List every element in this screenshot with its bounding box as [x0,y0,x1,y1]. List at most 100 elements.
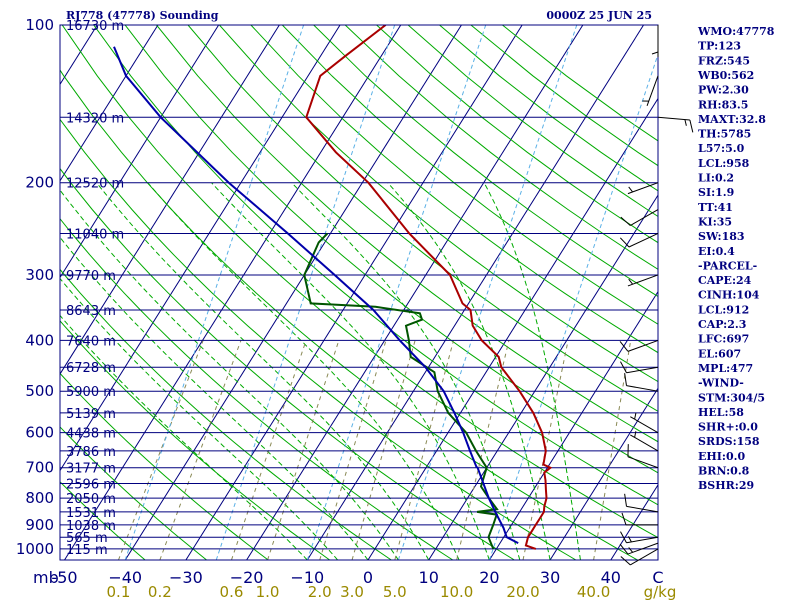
wind-barb-staff [646,75,659,107]
wet-bulb-line [397,25,578,560]
index-value: MPL:477 [698,362,753,375]
index-value: SHR+:0.0 [698,421,758,434]
temperature-tick-label: -50 [51,568,77,587]
dry-adiabat-line [187,25,658,412]
dry-adiabat-line [156,25,658,443]
wind-barb-half-flag [651,51,659,55]
wet-bulb-line [306,25,487,560]
moist-adiabat-line [483,182,581,560]
index-value: KI:35 [698,215,732,228]
isotherm-line [60,25,280,375]
dry-adiabat-line [60,372,269,560]
index-value: TH:5785 [698,128,751,141]
height-label: 7640 m [66,334,116,349]
dry-adiabat-line [61,25,658,539]
mixing-ratio-line [159,340,242,560]
height-label: 8643 m [66,304,116,319]
wind-barb [642,75,659,107]
moist-adiabat-line [211,182,490,560]
moist-adiabat-line [147,182,460,560]
height-label: 16730 m [66,19,124,34]
moist-adiabat-line [60,314,308,560]
index-value: TT:41 [698,201,733,214]
mixing-ratio-label: 0.2 [148,583,172,600]
mixing-ratio-line [230,340,307,560]
index-value: EHI:0.0 [698,450,745,463]
wind-barb-flag [624,493,627,507]
temperature-tick-label: 0 [363,568,373,587]
mixing-ratio-line [394,340,455,560]
index-value: EI:0.4 [698,245,735,258]
index-value: WMO:47778 [697,25,775,38]
wind-barb-staff [627,542,659,555]
wind-barb-half-flag [628,547,634,553]
temperature-profile-line [305,25,553,550]
height-label: 2050 m [66,492,116,507]
dry-adiabat-line [124,25,658,474]
dry-adiabat-line [219,25,658,383]
mixing-ratio-label: 2.0 [308,583,332,600]
index-value: L57:5.0 [698,142,745,155]
dry-adiabat-line [60,481,146,560]
wind-barb-staff [627,456,659,469]
wind-barb-half-flag [684,119,687,126]
index-value: SI:1.9 [698,186,734,199]
pressure-tick-label: 200 [25,174,54,192]
wind-barb-staff [626,385,659,392]
index-value: RH:83.5 [698,98,748,111]
height-label: 4438 m [66,427,116,442]
height-label: 5139 m [66,407,116,422]
index-value: BRN:0.8 [698,465,750,478]
wind-barb [624,373,659,392]
temperature-tick-label: −40 [108,568,142,587]
height-label: 12520 m [66,177,124,192]
dry-adiabat-line [60,217,454,560]
index-value: HEL:58 [698,406,744,419]
profile-lines [113,25,553,550]
dry-adiabat-line [60,320,330,560]
wind-barb [620,548,659,566]
wind-barb [624,493,659,513]
pressure-tick-label: 1000 [16,540,54,558]
mixing-ratio-label: 5.0 [383,583,407,600]
index-value: CAPE:24 [698,274,752,287]
index-value: SRDS:158 [698,435,760,448]
index-value: EL:607 [698,347,741,360]
dry-adiabat-line [60,118,577,560]
wind-barb-flag [621,512,627,526]
wind-barb-flag [689,119,694,133]
isotherm-line [0,25,37,560]
dewpoint-profile-line [303,232,499,550]
moist-adiabat-line [60,277,338,560]
wind-barb-flag [620,531,627,544]
wind-barb [651,25,659,57]
wind-barb [627,274,659,287]
dry-adiabat-line [60,167,515,560]
temperature-tick-label: −30 [169,568,203,587]
index-value: PW:2.30 [698,84,749,97]
station-title: RJ778 (47778) Sounding [66,9,219,22]
moist-adiabat-line [291,182,521,560]
wind-barb [630,431,659,452]
wind-barb-flag [620,556,631,566]
mixing-ratio-line [319,340,387,560]
height-label: 5900 m [66,385,116,400]
index-value: SW:183 [698,230,745,243]
wind-barb [621,512,658,526]
pressure-tick-label: 300 [25,266,54,284]
wind-barb-flag [620,361,627,374]
temperature-tick-label: 10 [419,568,439,587]
index-value: LCL:958 [698,157,750,170]
mixing-ratio-line [351,340,416,560]
wind-barb-staff [657,116,690,121]
height-label: 115 m [66,543,108,558]
dry-adiabat-line [281,25,658,325]
wind-barb-staff [626,366,659,374]
mixing-ratio-label: 0.1 [107,583,131,600]
isotherm-line [60,25,159,182]
moist-adiabat-line [60,236,369,560]
wet-bulb-line [488,52,658,560]
height-label: 565 m [66,531,108,546]
pressure-tick-label: 400 [25,331,54,349]
